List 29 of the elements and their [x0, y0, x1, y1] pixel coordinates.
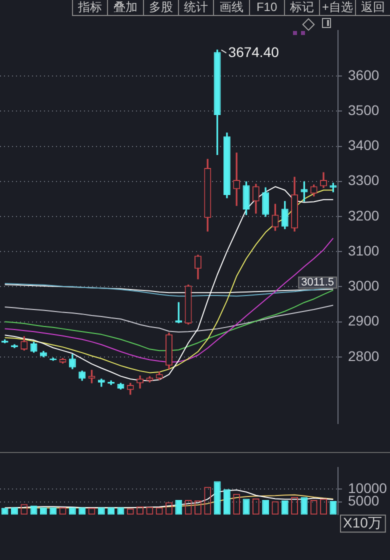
y-tick-label: 3200	[348, 207, 380, 224]
text: +自选	[319, 0, 355, 15]
text: 画线	[213, 0, 249, 15]
y-tick-label: 2800	[348, 348, 380, 364]
y-tick-label: 3000	[348, 278, 380, 294]
bar	[330, 501, 337, 515]
text: 标记	[284, 0, 320, 15]
bar	[175, 500, 182, 515]
bar	[281, 500, 288, 515]
bar	[242, 498, 250, 515]
bar	[262, 500, 270, 515]
y-tick-label: 3300	[348, 172, 380, 188]
y-tick-label: 2900	[348, 312, 380, 329]
y-axis-title: X10万	[343, 514, 382, 530]
text: F10	[248, 0, 284, 15]
text: 指标	[72, 0, 108, 15]
y-tick-label: 3600	[348, 66, 380, 83]
annotation: 3011.5	[301, 276, 334, 289]
text: 多股	[142, 0, 178, 15]
text: 统计	[178, 0, 214, 15]
text: 返回	[354, 0, 390, 15]
y-tick-label: 3100	[348, 242, 380, 258]
y-tick-label: 3500	[348, 102, 380, 118]
text: 叠加	[107, 0, 143, 15]
bar	[223, 489, 230, 515]
y-tick-label: 3400	[348, 137, 380, 154]
annotation: 3674.40	[228, 44, 280, 60]
bar	[300, 497, 308, 515]
bar	[214, 481, 221, 515]
